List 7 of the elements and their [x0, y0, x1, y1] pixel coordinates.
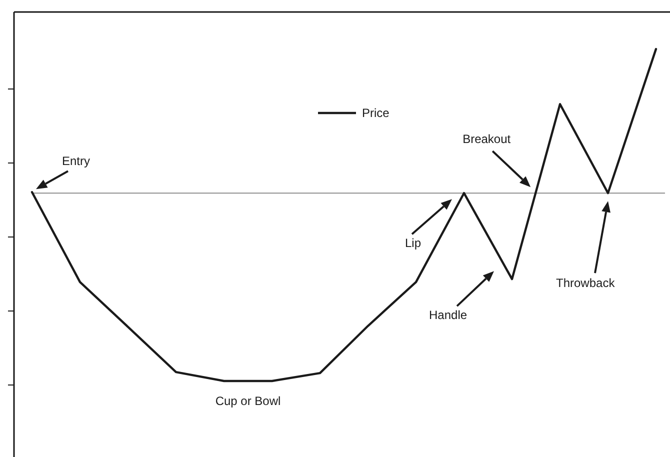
annotation: Entry [62, 154, 90, 168]
annotation: Breakout [462, 132, 512, 146]
legend-label: Price [362, 106, 390, 120]
annotation: Lip [405, 236, 422, 250]
annotation: Throwback [556, 276, 616, 290]
annotation: Handle [429, 308, 468, 322]
text: Cup or Bowl [215, 394, 281, 408]
